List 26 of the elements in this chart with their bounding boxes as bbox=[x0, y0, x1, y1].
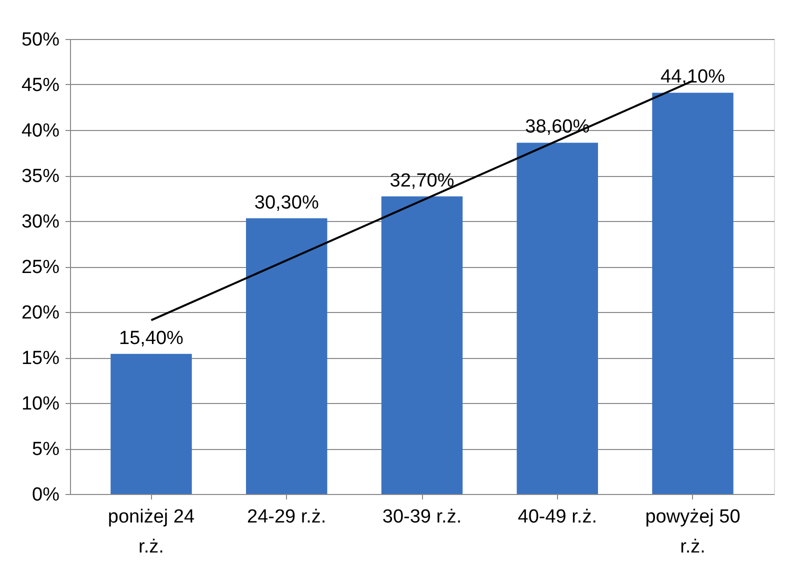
data-label: 32,70% bbox=[390, 170, 454, 192]
data-label: 38,60% bbox=[525, 116, 590, 138]
y-tick-label: 25% bbox=[21, 257, 60, 278]
y-tick-label: 20% bbox=[21, 302, 60, 324]
y-tick-label: 40% bbox=[21, 120, 60, 142]
y-tick-label: 45% bbox=[21, 75, 60, 96]
data-label: 44,10% bbox=[660, 66, 726, 88]
bar bbox=[381, 196, 463, 494]
data-label: 15,40% bbox=[119, 328, 184, 349]
y-tick-label: 15% bbox=[21, 348, 60, 369]
x-tick-label: 30-39 r.ż. bbox=[382, 506, 462, 528]
y-tick-label: 30% bbox=[21, 212, 60, 232]
y-tick-label: 0% bbox=[32, 484, 60, 506]
bar bbox=[110, 354, 192, 494]
x-tick-label: 40-49 r.ż. bbox=[518, 506, 597, 528]
bar bbox=[246, 218, 328, 494]
y-tick-label: 35% bbox=[21, 166, 60, 187]
bar bbox=[652, 92, 734, 494]
y-tick-label: 10% bbox=[21, 394, 60, 414]
bar bbox=[516, 142, 598, 494]
y-tick-label: 50% bbox=[21, 30, 60, 50]
y-tick-label: 5% bbox=[32, 439, 60, 460]
x-tick-label: powyżej 50 r.ż. bbox=[645, 506, 740, 558]
x-tick-label: poniżej 24 r.ż. bbox=[108, 506, 195, 558]
data-label: 30,30% bbox=[254, 192, 319, 214]
x-tick-label: 24-29 r.ż. bbox=[247, 506, 326, 528]
